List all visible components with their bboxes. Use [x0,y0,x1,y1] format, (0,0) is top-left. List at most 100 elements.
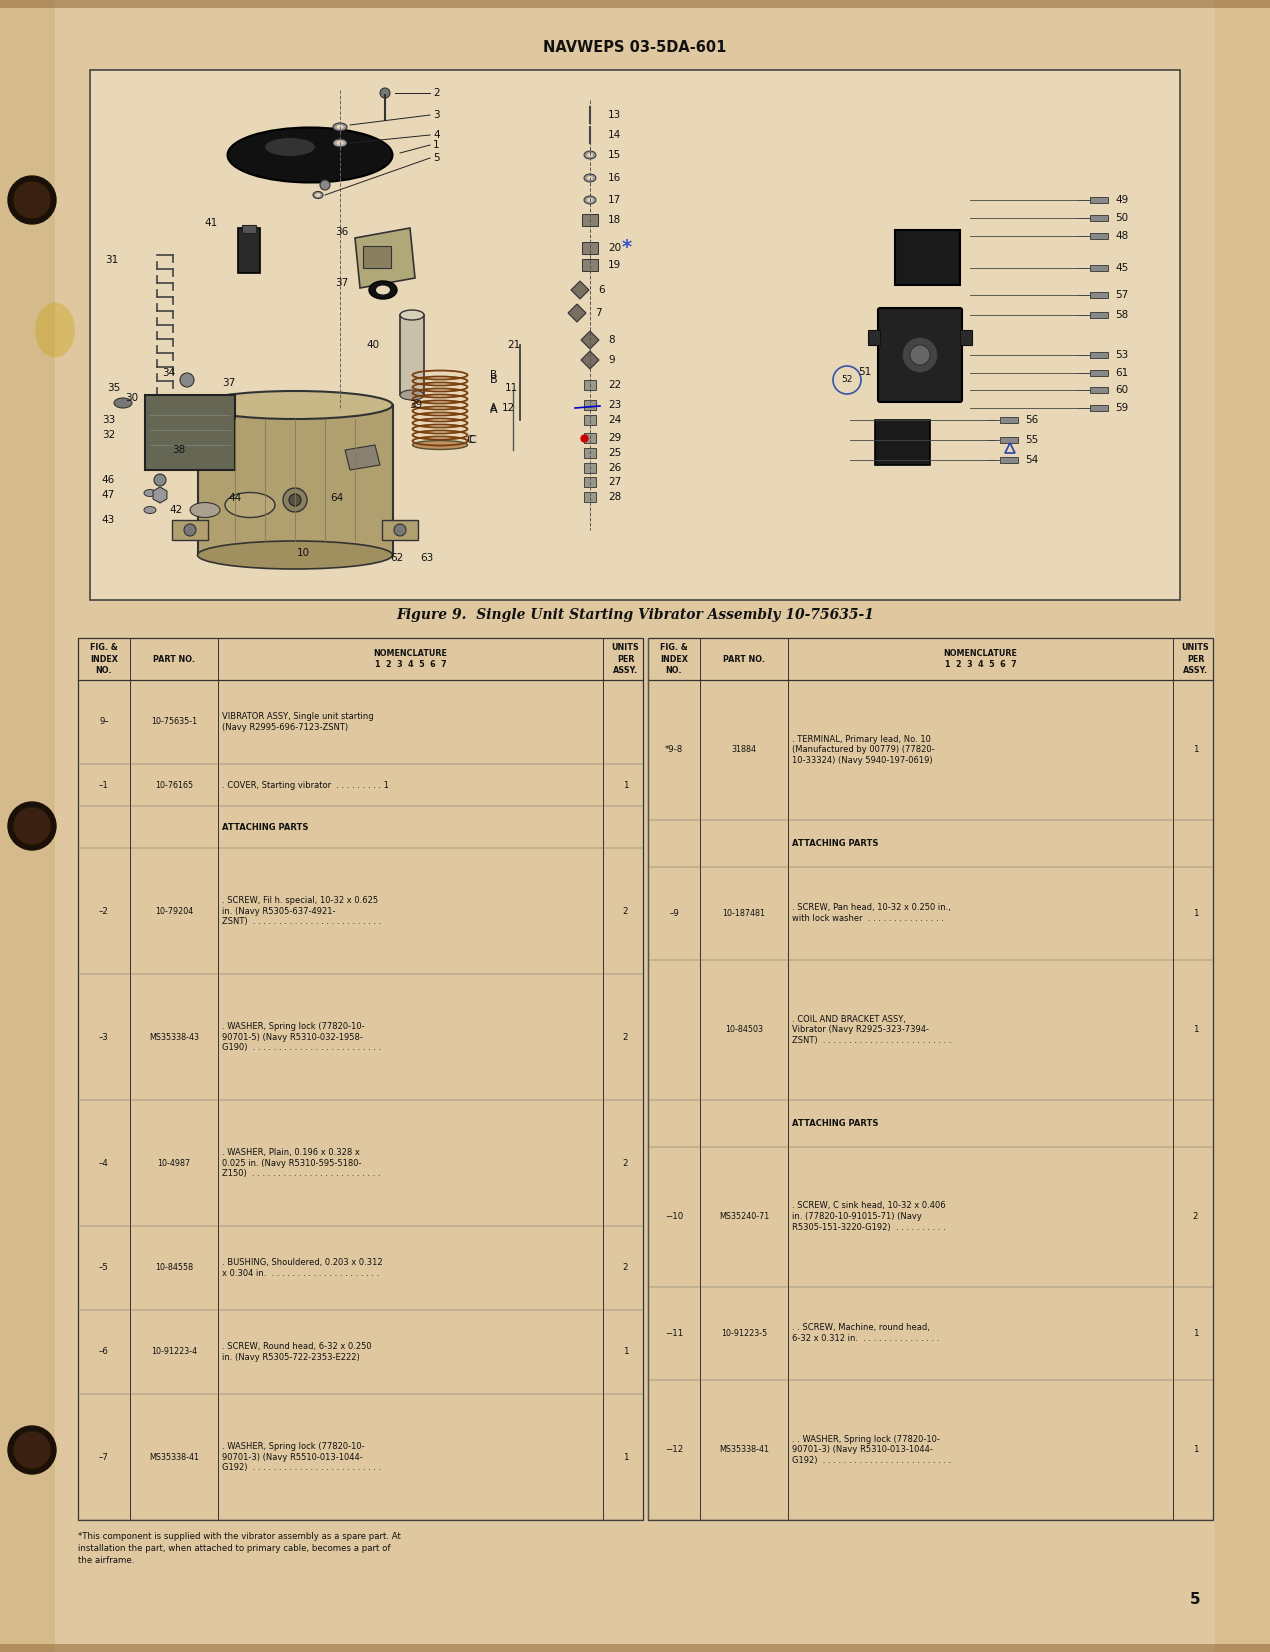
Text: 20: 20 [608,243,621,253]
Text: . COIL AND BRACKET ASSY,
Vibrator (Navy R2925-323-7394-
ZSNT)  . . . . . . . . .: . COIL AND BRACKET ASSY, Vibrator (Navy … [792,1014,951,1046]
Text: –6: –6 [99,1348,109,1356]
Bar [582,259,598,271]
Text: . SCREW, Round head, 6-32 x 0.250
in. (Navy R5305-722-2353-E222): . SCREW, Round head, 6-32 x 0.250 in. (N… [222,1341,372,1361]
Text: 17: 17 [608,195,621,205]
Text: FIG. &
INDEX
NO.: FIG. & INDEX NO. [660,643,688,674]
Text: 9–: 9– [99,717,109,727]
Text: 41: 41 [204,218,218,228]
Ellipse shape [370,281,398,299]
Ellipse shape [144,507,156,514]
Bar [584,400,596,410]
Ellipse shape [190,502,220,517]
Text: 19: 19 [608,259,621,269]
Text: MS35338-43: MS35338-43 [149,1032,199,1041]
Bar [1090,370,1107,377]
Text: 46: 46 [102,476,116,486]
Text: 2: 2 [622,1158,629,1168]
Text: 38: 38 [171,444,185,454]
Text: 10-75635-1: 10-75635-1 [151,717,197,727]
Bar [1090,405,1107,411]
Bar [363,246,391,268]
Bar [1090,292,1107,297]
Text: . TERMINAL, Primary lead, No. 10
(Manufactured by 00779) (77820-
10-33324) (Navy: . TERMINAL, Primary lead, No. 10 (Manufa… [792,735,935,765]
Text: 57: 57 [1115,291,1128,301]
Text: 2: 2 [622,1264,629,1272]
Ellipse shape [265,139,315,155]
Bar [198,405,392,555]
Text: 40: 40 [367,340,380,350]
Circle shape [320,180,330,190]
Circle shape [14,808,50,844]
Bar [382,520,418,540]
Bar [77,638,643,1520]
Ellipse shape [227,127,392,182]
Text: . SCREW, C sink head, 10-32 x 0.406
in. (77820-10-91015-71) (Navy
R5305-151-3220: . SCREW, C sink head, 10-32 x 0.406 in. … [792,1201,946,1232]
Ellipse shape [312,192,323,198]
Ellipse shape [198,540,392,568]
Text: NOMENCLATURE
1  2  3  4  5  6  7: NOMENCLATURE 1 2 3 4 5 6 7 [944,649,1017,669]
Ellipse shape [587,198,593,202]
Bar [582,215,598,226]
Text: 6: 6 [598,286,605,296]
Text: 1: 1 [622,1348,629,1356]
Ellipse shape [587,177,593,180]
Text: 3: 3 [433,111,439,121]
Text: 1: 1 [1193,1026,1199,1034]
Ellipse shape [400,390,424,400]
Bar [584,448,596,458]
Bar [875,420,930,464]
Bar [1215,0,1270,1652]
Ellipse shape [225,492,276,517]
Text: −12: −12 [665,1446,683,1454]
Text: 21: 21 [507,340,521,350]
Text: 1: 1 [1193,909,1199,919]
Text: 47: 47 [102,491,116,501]
Text: 43: 43 [102,515,116,525]
Text: 53: 53 [1115,350,1128,360]
Text: C: C [469,434,476,444]
Text: . WASHER, Spring lock (77820-10-
90701-5) (Navy R5310-032-1958-
G190)  . . . . .: . WASHER, Spring lock (77820-10- 90701-5… [222,1021,381,1052]
Text: . COVER, Starting vibrator  . . . . . . . . . 1: . COVER, Starting vibrator . . . . . . .… [222,780,389,790]
Bar [0,1644,1270,1652]
Text: 10: 10 [297,548,310,558]
Text: 15: 15 [608,150,621,160]
Circle shape [380,88,390,97]
Text: –5: –5 [99,1264,109,1272]
Bar [999,438,1019,443]
Circle shape [902,337,939,373]
Text: 1: 1 [1193,745,1199,755]
Text: FIG. &
INDEX
NO.: FIG. & INDEX NO. [90,643,118,674]
Text: 52: 52 [841,375,852,385]
Text: 10-79204: 10-79204 [155,907,193,915]
Text: 10-76165: 10-76165 [155,780,193,790]
Circle shape [14,1432,50,1469]
Text: 27: 27 [608,477,621,487]
Bar [960,330,972,345]
Text: . WASHER, Spring lock (77820-10-
90701-3) (Navy R5510-013-1044-
G192)  . . . . .: . WASHER, Spring lock (77820-10- 90701-3… [222,1442,381,1472]
Text: 5: 5 [1190,1593,1200,1607]
FancyBboxPatch shape [878,307,961,401]
Text: MS35240-71: MS35240-71 [719,1213,770,1221]
Circle shape [8,801,56,851]
Text: A: A [490,405,498,415]
Bar [400,316,424,395]
Text: PART NO.: PART NO. [723,654,765,664]
Text: ATTACHING PARTS: ATTACHING PARTS [222,823,309,831]
Text: 7: 7 [596,307,602,317]
Text: 54: 54 [1025,454,1039,464]
Text: 1: 1 [1193,1328,1199,1338]
Text: 11: 11 [505,383,518,393]
Text: 2: 2 [1193,1213,1199,1221]
Circle shape [180,373,194,387]
Text: *: * [622,238,632,258]
Text: 10-187481: 10-187481 [723,909,766,919]
Text: 28: 28 [608,492,621,502]
Bar [584,415,596,425]
Text: 26: 26 [608,463,621,472]
Ellipse shape [114,398,132,408]
Text: 64: 64 [330,492,343,502]
Text: B: B [490,370,497,380]
Text: –4: –4 [99,1158,109,1168]
Text: 10-91223-5: 10-91223-5 [721,1328,767,1338]
Text: MS35338-41: MS35338-41 [719,1446,770,1454]
